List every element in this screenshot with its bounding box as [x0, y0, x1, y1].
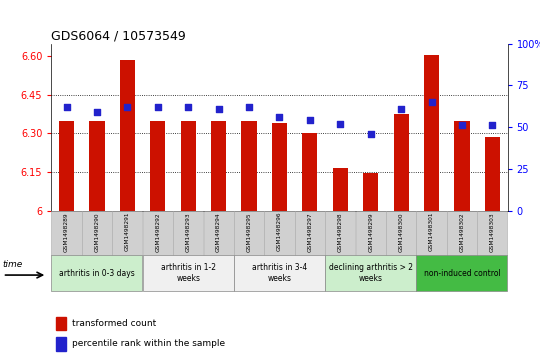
- Text: GSM1498293: GSM1498293: [186, 212, 191, 252]
- Bar: [394, 114, 409, 211]
- Bar: [265, 211, 294, 256]
- Bar: [56, 317, 66, 330]
- Text: GSM1498290: GSM1498290: [94, 212, 99, 252]
- Bar: [59, 121, 74, 211]
- Text: arthritis in 3-4
weeks: arthritis in 3-4 weeks: [252, 264, 307, 283]
- Bar: [477, 211, 508, 256]
- Bar: [120, 60, 135, 211]
- Point: [184, 104, 193, 110]
- Bar: [89, 121, 105, 211]
- Bar: [234, 211, 264, 256]
- Bar: [143, 211, 173, 256]
- Text: arthritis in 1-2
weeks: arthritis in 1-2 weeks: [161, 264, 215, 283]
- Point: [123, 104, 132, 110]
- Point: [153, 104, 162, 110]
- Bar: [485, 137, 500, 211]
- Text: GSM1498301: GSM1498301: [429, 212, 434, 252]
- Point: [306, 118, 314, 123]
- Text: GSM1498303: GSM1498303: [490, 212, 495, 252]
- Text: GSM1498295: GSM1498295: [247, 212, 252, 252]
- Text: time: time: [3, 260, 23, 269]
- Text: declining arthritis > 2
weeks: declining arthritis > 2 weeks: [329, 264, 413, 283]
- Bar: [241, 121, 256, 211]
- Point: [62, 104, 71, 110]
- Bar: [454, 121, 470, 211]
- Text: GSM1498296: GSM1498296: [277, 212, 282, 252]
- Point: [427, 99, 436, 105]
- Point: [488, 122, 497, 128]
- Text: GSM1498289: GSM1498289: [64, 212, 69, 252]
- Bar: [416, 255, 508, 291]
- Point: [366, 131, 375, 136]
- Bar: [112, 211, 143, 256]
- Bar: [173, 211, 203, 256]
- Bar: [333, 168, 348, 211]
- Bar: [447, 211, 477, 256]
- Bar: [56, 338, 66, 351]
- Bar: [416, 211, 447, 256]
- Text: non-induced control: non-induced control: [423, 269, 501, 278]
- Text: transformed count: transformed count: [72, 319, 156, 329]
- Bar: [150, 121, 165, 211]
- Bar: [51, 211, 82, 256]
- Point: [93, 109, 102, 115]
- Bar: [211, 121, 226, 211]
- Text: GSM1498302: GSM1498302: [460, 212, 464, 252]
- Bar: [424, 55, 439, 211]
- Bar: [325, 211, 355, 256]
- Bar: [204, 211, 234, 256]
- Bar: [302, 134, 318, 211]
- Bar: [272, 123, 287, 211]
- Text: GSM1498297: GSM1498297: [307, 212, 312, 252]
- Text: GSM1498300: GSM1498300: [399, 212, 403, 252]
- Bar: [295, 211, 325, 256]
- Point: [245, 104, 253, 110]
- Bar: [143, 255, 234, 291]
- Point: [457, 122, 466, 128]
- Text: GSM1498294: GSM1498294: [216, 212, 221, 252]
- Point: [214, 106, 223, 111]
- Text: GSM1498298: GSM1498298: [338, 212, 343, 252]
- Text: percentile rank within the sample: percentile rank within the sample: [72, 339, 225, 348]
- Bar: [325, 255, 416, 291]
- Point: [336, 121, 345, 127]
- Bar: [386, 211, 416, 256]
- Bar: [51, 255, 143, 291]
- Text: GSM1498299: GSM1498299: [368, 212, 373, 252]
- Bar: [234, 255, 325, 291]
- Text: GSM1498291: GSM1498291: [125, 212, 130, 252]
- Bar: [82, 211, 112, 256]
- Text: arthritis in 0-3 days: arthritis in 0-3 days: [59, 269, 135, 278]
- Text: GDS6064 / 10573549: GDS6064 / 10573549: [51, 29, 186, 42]
- Bar: [356, 211, 386, 256]
- Text: GSM1498292: GSM1498292: [156, 212, 160, 252]
- Point: [275, 114, 284, 120]
- Point: [397, 106, 406, 111]
- Bar: [180, 121, 196, 211]
- Bar: [363, 173, 379, 211]
